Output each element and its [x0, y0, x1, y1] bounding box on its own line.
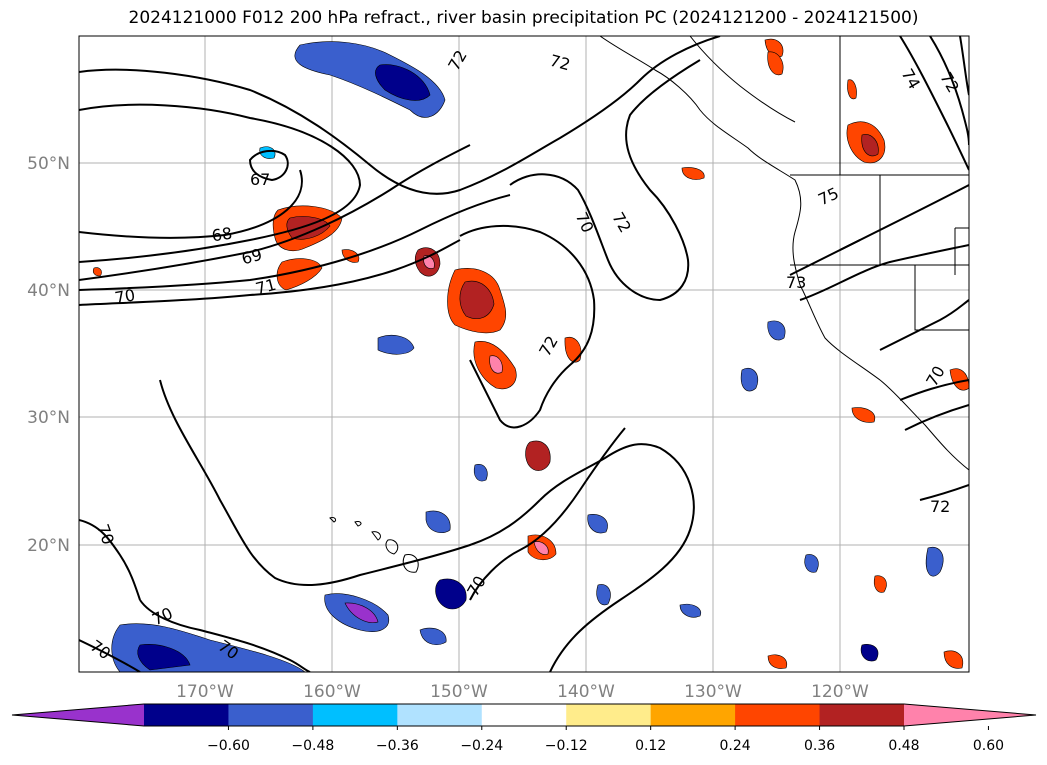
contour-line — [799, 244, 969, 301]
hawaii-islands — [329, 517, 419, 573]
lon-label: 150°W — [430, 682, 488, 702]
precip-negative-area — [925, 546, 944, 577]
precip-fill-areas — [92, 38, 969, 672]
contour-line — [899, 379, 969, 401]
precip-negative-area — [435, 578, 467, 610]
contour-line — [79, 194, 511, 291]
precip-positive-core — [861, 134, 879, 157]
precip-negative-core — [137, 644, 191, 671]
lon-labels: 170°W 160°W 150°W 140°W 130°W 120°W — [176, 682, 869, 702]
contour-line — [899, 36, 969, 171]
contour-line — [879, 299, 969, 351]
contour-line — [539, 443, 695, 672]
contour-line — [79, 169, 303, 239]
contour-line — [79, 519, 141, 601]
contour-line — [904, 404, 969, 431]
lat-label: 40°N — [27, 281, 70, 301]
contour-label: 72 — [548, 51, 573, 75]
contour-label: 71 — [253, 275, 278, 299]
contour-line — [79, 239, 461, 306]
precip-negative-core — [344, 602, 379, 623]
precip-positive-area — [767, 51, 784, 76]
lon-label: 170°W — [176, 682, 234, 702]
precip-negative-area — [473, 464, 488, 482]
contour-label: 70 — [113, 285, 136, 307]
precip-negative-area — [419, 627, 447, 645]
precip-negative-area — [860, 644, 879, 662]
contour-label: 72 — [930, 497, 950, 516]
contour-line — [159, 379, 541, 587]
contour-line — [469, 427, 626, 601]
precip-negative-area — [740, 368, 759, 392]
contour-line — [459, 224, 596, 429]
precip-positive-area — [681, 167, 705, 180]
precip-negative-area — [679, 603, 702, 618]
contour-line — [929, 36, 969, 146]
precip-negative-area — [587, 514, 608, 534]
lon-label: 140°W — [557, 682, 615, 702]
precip-positive-area — [847, 79, 857, 100]
contour-line — [79, 36, 721, 195]
graticule — [79, 36, 969, 672]
precip-positive-area — [525, 440, 551, 471]
precip-positive-core — [459, 280, 495, 319]
precip-positive-area — [873, 575, 887, 593]
contour-line — [919, 484, 969, 501]
precip-positive-area — [764, 38, 784, 58]
precip-positive-area — [564, 336, 582, 363]
coastlines — [599, 36, 969, 471]
precip-positive-area — [943, 650, 964, 669]
lon-label: 130°W — [684, 682, 742, 702]
contour-line — [959, 36, 969, 96]
lat-labels: 50°N 40°N 30°N 20°N — [27, 154, 70, 556]
contour-line — [509, 59, 701, 302]
precip-negative-area — [259, 146, 276, 159]
contour-line — [789, 239, 861, 276]
precip-negative-area — [425, 510, 451, 533]
contour-label: 73 — [786, 273, 806, 292]
lon-label: 120°W — [811, 682, 869, 702]
precip-positive-area — [276, 258, 323, 291]
lat-label: 50°N — [27, 154, 70, 174]
precip-positive-area — [92, 267, 102, 277]
refractivity-contours — [79, 36, 969, 672]
lon-label: 160°W — [303, 682, 361, 702]
contour-line — [79, 144, 471, 281]
contour-line — [139, 599, 311, 672]
map-title: 2024121000 F012 200 hPa refract., river … — [128, 8, 919, 28]
precip-negative-core — [375, 64, 431, 101]
contour-line — [248, 149, 289, 182]
precip-positive-area — [851, 407, 876, 423]
precip-negative-area — [377, 335, 415, 355]
precip-positive-core — [489, 355, 503, 374]
lat-label: 20°N — [27, 536, 70, 556]
precip-positive-area — [341, 249, 360, 263]
contour-line — [79, 103, 362, 263]
contour-label: 67 — [250, 170, 270, 189]
precip-negative-area — [767, 320, 786, 341]
contour-label: 68 — [211, 224, 234, 246]
lat-label: 30°N — [27, 408, 70, 428]
map-background — [79, 36, 969, 672]
precip-positive-core — [533, 541, 549, 555]
contour-line — [79, 639, 141, 672]
precip-positive-area — [767, 654, 788, 669]
precip-negative-area — [804, 554, 819, 573]
map-frame — [78, 35, 970, 673]
contour-label: 69 — [239, 245, 264, 269]
precip-negative-area — [596, 584, 611, 606]
